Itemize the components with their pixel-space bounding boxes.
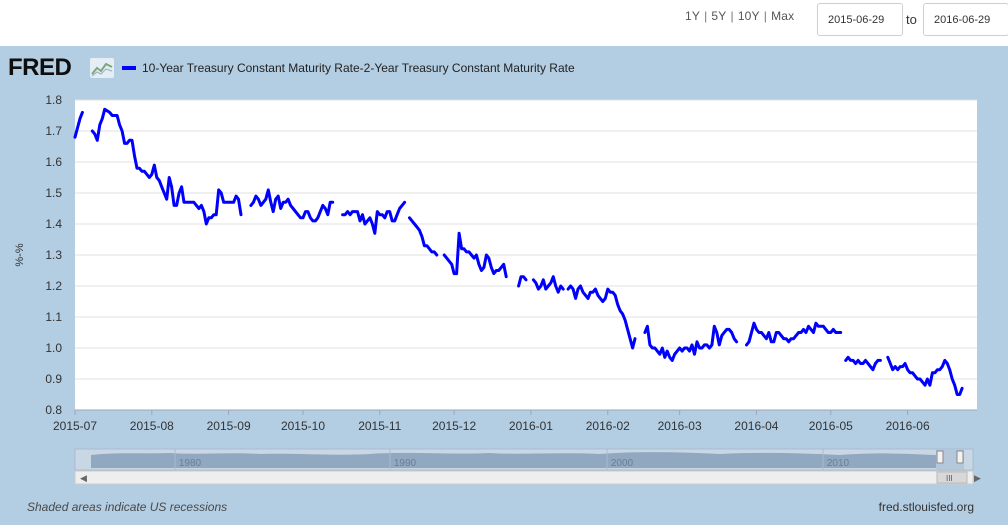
navigator[interactable]: 1980 1990 2000 2010 ◀ III ▶: [74, 448, 981, 485]
scroll-left-arrow[interactable]: ◀: [80, 473, 87, 483]
navigator-label: 2010: [827, 458, 850, 469]
navigator-right-handle[interactable]: [956, 450, 964, 464]
navigator-area: [91, 452, 936, 468]
scrollbar-grip: III: [946, 474, 953, 483]
x-axis: 2015-07 2015-08 2015-09 2015-10 2015-11 2015-…: [53, 409, 977, 433]
y-axis: 0.8 0.9 1.0 1.1 1.2 1.3 1.4 1.5 1.6 1.7 1.8: [45, 93, 62, 417]
navigator-label: 1990: [394, 458, 417, 469]
range-5y[interactable]: 5Y: [711, 9, 727, 23]
start-date-input[interactable]: [817, 3, 903, 36]
series-segment-10: [745, 321, 843, 347]
series-segment-6: [517, 275, 528, 288]
range-separator: |: [763, 9, 768, 23]
legend-swatch: [122, 66, 136, 70]
navigator-scrollbar[interactable]: [74, 470, 974, 485]
range-max[interactable]: Max: [771, 9, 795, 23]
x-tick-label: 2015-10: [281, 419, 325, 433]
to-label: to: [906, 12, 917, 27]
range-selector: 1Y | 5Y | 10Y | Max: [685, 9, 794, 23]
x-tick-label: 2015-12: [432, 419, 476, 433]
legend-label: 10-Year Treasury Constant Maturity Rate-…: [142, 61, 575, 75]
fred-logo[interactable]: FRED: [8, 54, 72, 81]
end-date-input[interactable]: [923, 3, 1008, 36]
range-separator: |: [704, 9, 708, 23]
y-tick-label: 1.1: [45, 310, 62, 324]
navigator-label: 1980: [179, 458, 202, 469]
series-segment-0: [73, 110, 84, 139]
navigator-label: 2000: [611, 458, 634, 469]
x-tick-label: 2016-04: [734, 419, 778, 433]
y-tick-label: 1.4: [45, 217, 62, 231]
y-tick-label: 1.7: [45, 124, 62, 138]
series-segment-12: [886, 355, 964, 396]
x-tick-label: 2015-09: [207, 419, 251, 433]
y-tick-label: 1.8: [45, 93, 62, 107]
series-segment-1: [90, 107, 243, 226]
x-tick-label: 2016-01: [509, 419, 553, 433]
x-tick-label: 2016-06: [886, 419, 930, 433]
series-segment-3: [341, 200, 407, 235]
source-link[interactable]: fred.stlouisfed.org: [878, 500, 974, 514]
y-axis-label: %-%: [14, 243, 26, 266]
recession-note: Shaded areas indicate US recessions: [27, 500, 228, 514]
series-segment-2: [249, 188, 335, 223]
series-segment-7: [531, 275, 565, 294]
range-1y[interactable]: 1Y: [685, 9, 701, 23]
series-segment-8: [566, 284, 637, 350]
top-controls: 1Y|5Y|10Y|Max to: [0, 0, 1008, 46]
x-tick-label: 2015-08: [130, 419, 174, 433]
scroll-right-arrow[interactable]: ▶: [974, 473, 981, 483]
y-tick-label: 1.6: [45, 155, 62, 169]
series-line: [73, 107, 964, 396]
x-tick-label: 2015-11: [358, 419, 401, 433]
x-tick-label: 2016-02: [586, 419, 630, 433]
x-tick-label: 2016-03: [658, 419, 702, 433]
series-segment-11: [844, 355, 882, 372]
range-10y[interactable]: 10Y: [737, 9, 760, 23]
scrollbar-thumb[interactable]: [936, 471, 968, 484]
series-segment-4: [408, 216, 439, 257]
y-tick-label: 1.0: [45, 341, 62, 355]
range-separator: |: [730, 9, 734, 23]
navigator-left-handle[interactable]: [936, 450, 944, 464]
y-tick-label: 0.8: [45, 403, 62, 417]
x-tick-label: 2015-07: [53, 419, 97, 433]
fred-graph-icon: [90, 58, 114, 78]
series-segment-5: [442, 231, 508, 279]
series-segment-9: [643, 324, 739, 362]
legend[interactable]: 10-Year Treasury Constant Maturity Rate-…: [122, 61, 575, 75]
y-tick-label: 1.3: [45, 248, 62, 262]
y-tick-label: 1.5: [45, 186, 62, 200]
y-tick-label: 1.2: [45, 279, 62, 293]
x-tick-label: 2016-05: [809, 419, 853, 433]
y-tick-label: 0.9: [45, 372, 62, 386]
